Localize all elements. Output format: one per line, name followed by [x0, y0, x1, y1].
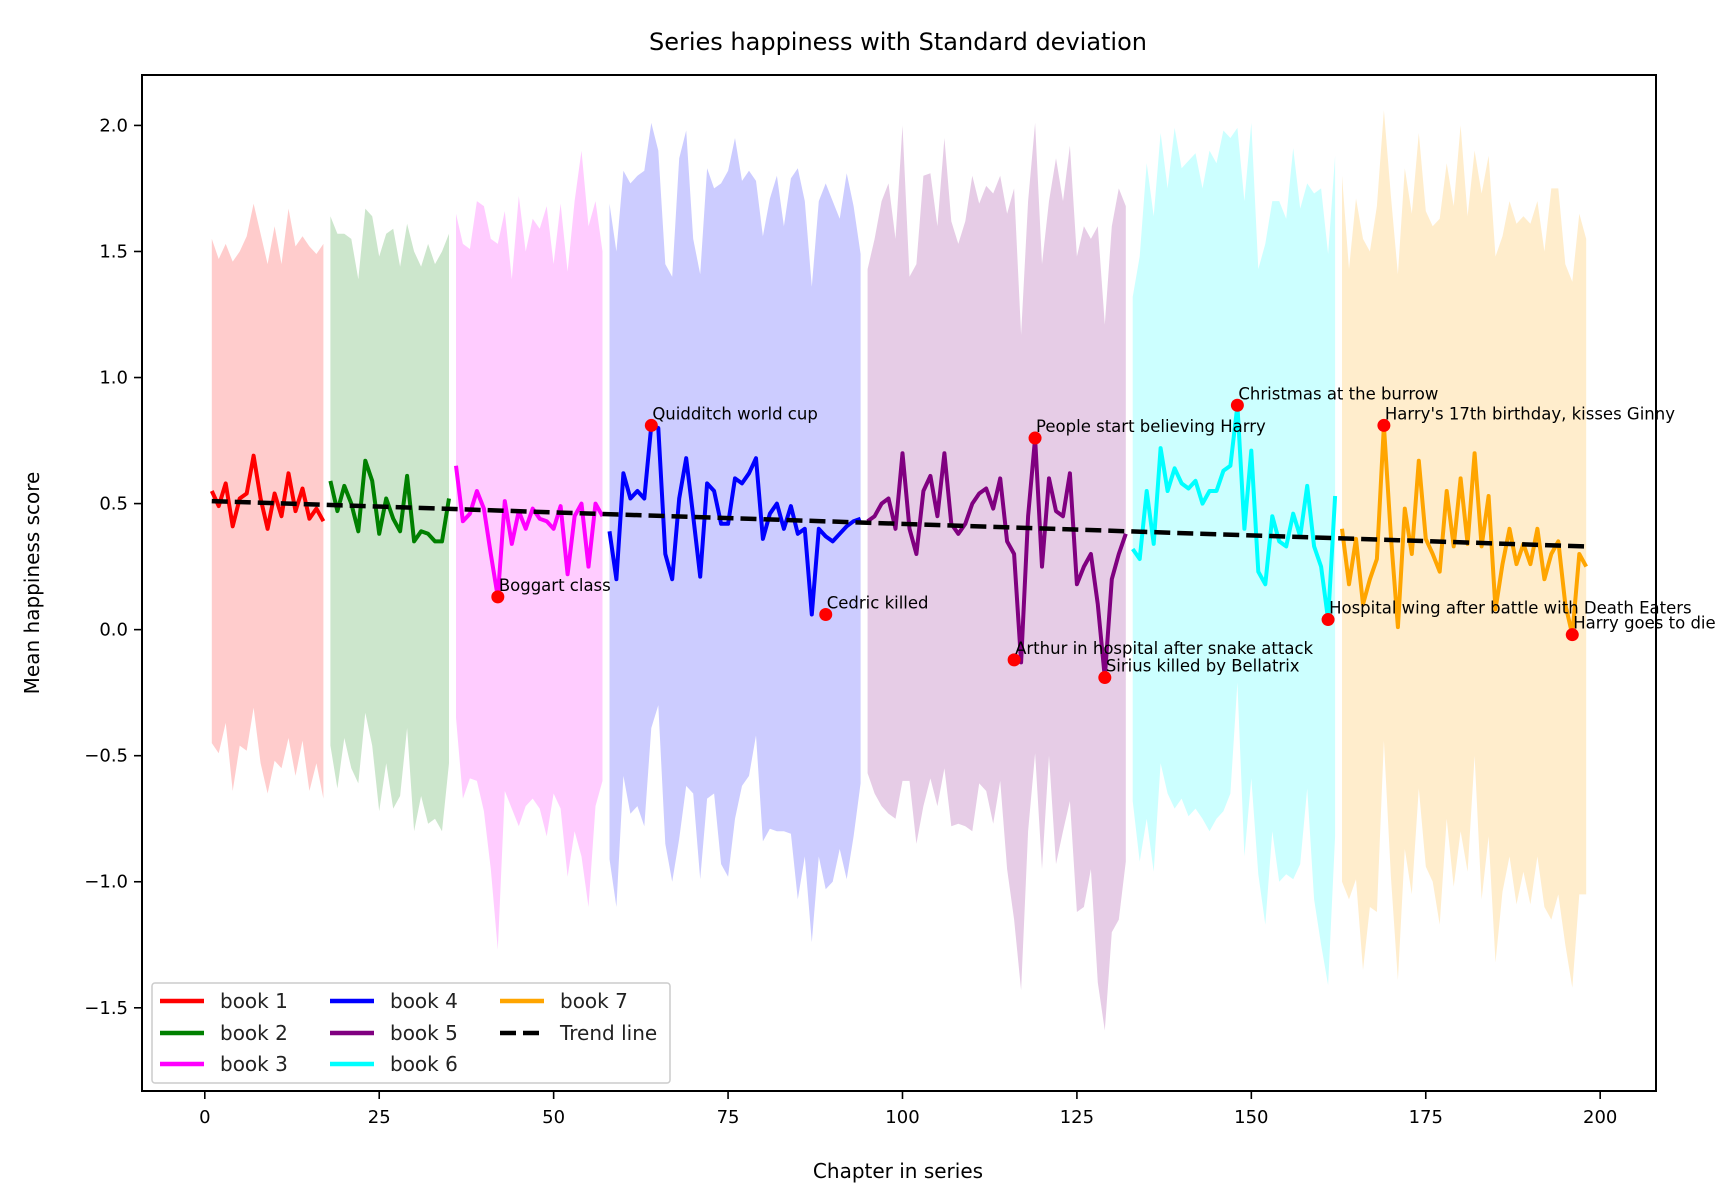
legend-label: book 1: [220, 989, 288, 1013]
legend-label: book 4: [390, 989, 458, 1013]
chart-title: Series happiness with Standard deviation: [649, 28, 1147, 56]
y-tick-label: 1.0: [99, 368, 128, 389]
y-tick-label: −1.0: [84, 872, 128, 893]
std-band-book-7: [1342, 110, 1587, 988]
event-marker: [491, 590, 505, 604]
y-tick-label: −1.5: [84, 998, 128, 1019]
series-line-book-1: [209, 453, 326, 531]
series-line-book-3: [454, 465, 605, 599]
legend-label: book 7: [560, 989, 628, 1013]
legend-label: book 3: [220, 1052, 288, 1076]
event-marker: [1321, 613, 1335, 627]
x-tick-label: 175: [1409, 1107, 1443, 1128]
series-line-book-5: [866, 436, 1128, 680]
x-tick-label: 0: [199, 1107, 210, 1128]
std-band-book-6: [1132, 122, 1336, 986]
x-axis-title: Chapter in series: [813, 1159, 983, 1183]
std-band-book-5: [867, 122, 1126, 1031]
legend: book 1 book 2 book 3 book 4 book 5 book 6 book…: [151, 982, 671, 1084]
legend-label: book 2: [220, 1021, 288, 1045]
std-bands: [211, 110, 1587, 1031]
y-tick-label: 0.5: [99, 494, 128, 515]
series-line-book-6: [1131, 403, 1338, 622]
x-tick-label: 75: [717, 1107, 740, 1128]
event-marker: [819, 608, 833, 622]
legend-box: [151, 982, 671, 1084]
legend-label: book 5: [390, 1021, 458, 1045]
y-tick-label: −0.5: [84, 746, 128, 767]
event-label: Sirius killed by Bellatrix: [1106, 657, 1300, 676]
event-marker: [1230, 398, 1244, 412]
x-tick-label: 125: [1060, 1107, 1094, 1128]
legend-label: book 6: [390, 1052, 458, 1076]
event-marker: [1377, 418, 1391, 432]
event-marker: [644, 418, 658, 432]
x-tick-label: 150: [1234, 1107, 1268, 1128]
series-line-book-7: [1340, 423, 1588, 637]
event-label: Harry's 17th birthday, kisses Ginny: [1385, 404, 1675, 423]
event-marker: [1565, 628, 1579, 642]
x-tick-label: 200: [1583, 1107, 1617, 1128]
event-label: Boggart class: [499, 576, 611, 595]
y-tick-label: 0.0: [99, 620, 128, 641]
legend-label: Trend line: [559, 1021, 657, 1045]
event-label: Hospital wing after battle with Death Ea…: [1329, 599, 1692, 618]
event-label: Cedric killed: [827, 594, 929, 613]
event-label: Arthur in hospital after snake attack: [1015, 639, 1313, 658]
y-axis-ticks: 2.0 1.5 1.0 0.5 0.0 −0.5 −1.0 −1.5: [84, 115, 142, 1019]
event-marker: [1028, 431, 1042, 445]
x-tick-label: 50: [542, 1107, 565, 1128]
plot-frame: [141, 74, 1657, 1092]
std-band-book-2: [330, 208, 449, 832]
y-tick-label: 1.5: [99, 241, 128, 262]
x-tick-label: 25: [368, 1107, 391, 1128]
event-annotations: Boggart class Quidditch world cup Cedric k…: [491, 384, 1716, 685]
event-label: Christmas at the burrow: [1238, 384, 1438, 403]
event-marker: [1098, 671, 1112, 685]
series-lines: [209, 403, 1588, 680]
event-label: Harry goes to die: [1573, 614, 1715, 633]
event-marker: [1007, 653, 1021, 667]
x-tick-label: 100: [885, 1107, 919, 1128]
x-axis-ticks: 0 25 50 75 100 125 150 175 200: [199, 1091, 1617, 1128]
std-band-book-3: [456, 150, 603, 950]
event-label: People start believing Harry: [1036, 417, 1266, 436]
y-axis-title: Mean happiness score: [20, 472, 44, 695]
series-line-book-2: [328, 458, 451, 544]
event-label: Quidditch world cup: [652, 404, 817, 423]
std-band-book-4: [609, 122, 861, 943]
y-tick-label: 2.0: [99, 115, 128, 136]
